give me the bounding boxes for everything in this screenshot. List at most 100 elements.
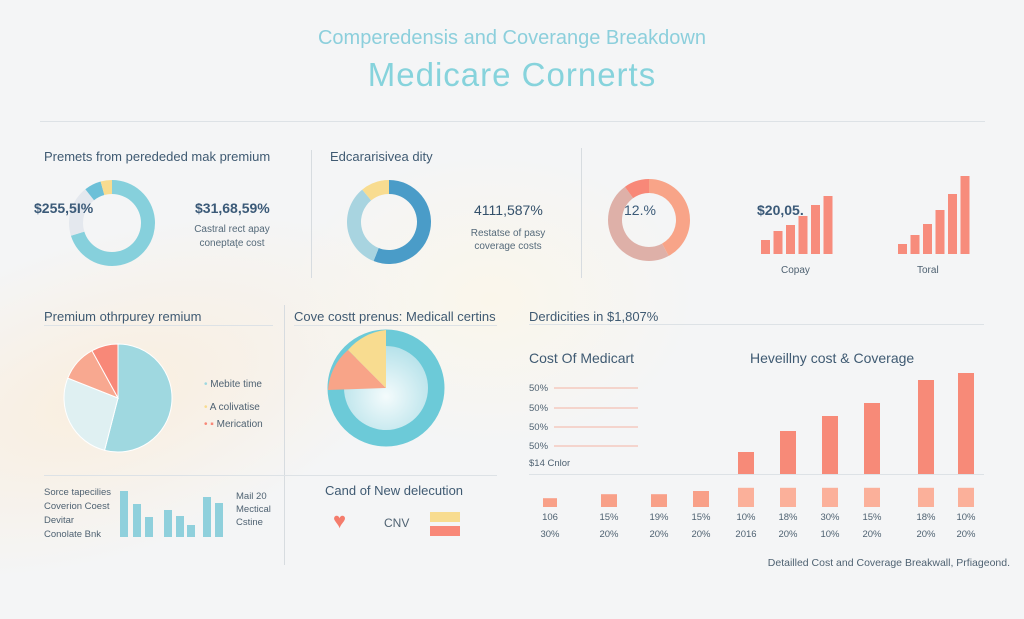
- bar-label: 18%: [916, 512, 936, 523]
- bar-panel6: [164, 510, 172, 537]
- line-label: 50%: [529, 403, 549, 414]
- bar-label: 106: [542, 512, 558, 523]
- bar-total: [948, 194, 957, 254]
- bar-small: [543, 498, 557, 507]
- line-label: 50%: [529, 441, 549, 452]
- donut-premium-slice: [85, 181, 105, 201]
- donut-deductible-slice: [347, 189, 379, 262]
- panel2-value: 4111,587%: [474, 202, 543, 218]
- bar-label: 20%: [956, 529, 976, 540]
- panel1-caption-1: Castral rect apay: [194, 224, 270, 235]
- total-label: Toral: [917, 265, 939, 276]
- bar-panel6: [176, 516, 184, 537]
- bar-small: [693, 491, 709, 507]
- bar-label: 15%: [862, 512, 882, 523]
- bar-panel6: [215, 503, 223, 537]
- divider: [311, 150, 312, 278]
- divider: [529, 324, 984, 325]
- right-title: Heveillny cost & Coverage: [750, 350, 915, 366]
- bar-label: 10%: [820, 529, 840, 540]
- bar-copay: [761, 240, 770, 254]
- divider: [44, 475, 497, 476]
- bar-total: [898, 244, 907, 254]
- bar-panel6: [133, 504, 141, 537]
- panel6-side-label: Mail 20: [236, 491, 267, 502]
- panel6-label: Conolate Bnk: [44, 529, 102, 540]
- panel6-side-label: Cstine: [236, 517, 263, 528]
- footer-note: Detailled Cost and Coverage Breakwall, P…: [767, 557, 1010, 569]
- baseline: [529, 474, 984, 475]
- panel7-label: CNV: [384, 516, 410, 530]
- bar-small: [822, 487, 838, 507]
- bar-panel6: [203, 497, 211, 537]
- bar-copay: [773, 231, 783, 254]
- bar-small: [918, 487, 934, 507]
- panel8-heading: Derdicities in $1,807%: [529, 309, 659, 324]
- panel6-label: Devitar: [44, 515, 75, 526]
- bar-label: 20%: [691, 529, 711, 540]
- panel4-heading: Premium othrpurey remium: [44, 309, 202, 324]
- bar-total: [910, 235, 920, 254]
- donut-premium-slice: [70, 180, 155, 266]
- legend-item: • ▪ Merication: [204, 419, 263, 430]
- bar-label: 15%: [691, 512, 711, 523]
- divider: [581, 148, 582, 278]
- bar-coverage: [780, 431, 796, 474]
- panel2-caption-1: Restatse of pasy: [470, 228, 546, 239]
- bar-coverage: [738, 452, 754, 474]
- divider: [44, 325, 273, 326]
- legend-swatch-red: [430, 526, 460, 536]
- bar-total: [923, 224, 932, 254]
- bottom-label: $14 Cnlor: [529, 458, 571, 469]
- donut-copay-slice: [607, 186, 669, 262]
- bar-label: 19%: [649, 512, 669, 523]
- panel1-heading: Premets from perededed mak premium: [44, 149, 271, 164]
- divider: [40, 121, 985, 122]
- bar-label: 30%: [540, 529, 560, 540]
- bar-label: 18%: [778, 512, 798, 523]
- panel6-label: Coverion Coest: [44, 501, 110, 512]
- bar-label: 20%: [916, 529, 936, 540]
- panel1-value: $31,68,59%: [195, 200, 270, 216]
- bar-label: 20%: [599, 529, 619, 540]
- panel1-center-value: $255,5I%: [34, 200, 94, 216]
- panel6-label: Sorce tapecilies: [44, 487, 112, 498]
- bar-panel6: [120, 491, 128, 537]
- bar-label: 20%: [778, 529, 798, 540]
- legend-item: • Mebite time: [204, 379, 262, 390]
- bar-panel6: [187, 525, 195, 537]
- bar-label: 20%: [649, 529, 669, 540]
- donut-premium-slice: [69, 189, 95, 236]
- page-title: Medicare Cornerts: [367, 56, 657, 93]
- donut-deductible-slice: [373, 180, 432, 264]
- bar-copay: [823, 196, 833, 254]
- bar-small: [601, 494, 617, 507]
- bar-copay: [798, 216, 808, 254]
- legend-item: • A colivatise: [204, 402, 260, 413]
- bar-label: 10%: [736, 512, 756, 523]
- bar-copay: [811, 205, 820, 254]
- panel5-heading: Cove costt prenus: Medicall certins: [294, 309, 496, 324]
- bar-total: [935, 210, 945, 254]
- bar-coverage: [918, 380, 934, 474]
- donut-coverage-slice: [348, 330, 386, 388]
- bar-copay: [786, 225, 795, 254]
- panel6-side-label: Mectical: [236, 504, 271, 515]
- bar-small: [864, 487, 880, 507]
- donut-copay-slice: [649, 179, 690, 256]
- line-label: 50%: [529, 383, 549, 394]
- line-label: 50%: [529, 422, 549, 433]
- panel3-center-value: 12.%: [624, 202, 656, 218]
- panel7-heading: Cand of New delecution: [325, 483, 464, 498]
- bar-label: 15%: [599, 512, 619, 523]
- bar-label: 2016: [735, 529, 757, 540]
- bar-label: 30%: [820, 512, 840, 523]
- donut-coverage-slice: [328, 350, 386, 390]
- bar-small: [780, 487, 796, 507]
- donut-deductible-slice: [362, 180, 389, 201]
- left-title: Cost Of Medicart: [529, 350, 635, 366]
- bar-coverage: [822, 416, 838, 474]
- charts-canvas: [63, 176, 974, 537]
- pie-premium-slice: [103, 343, 173, 453]
- panel2-caption-2: coverage costs: [474, 241, 542, 252]
